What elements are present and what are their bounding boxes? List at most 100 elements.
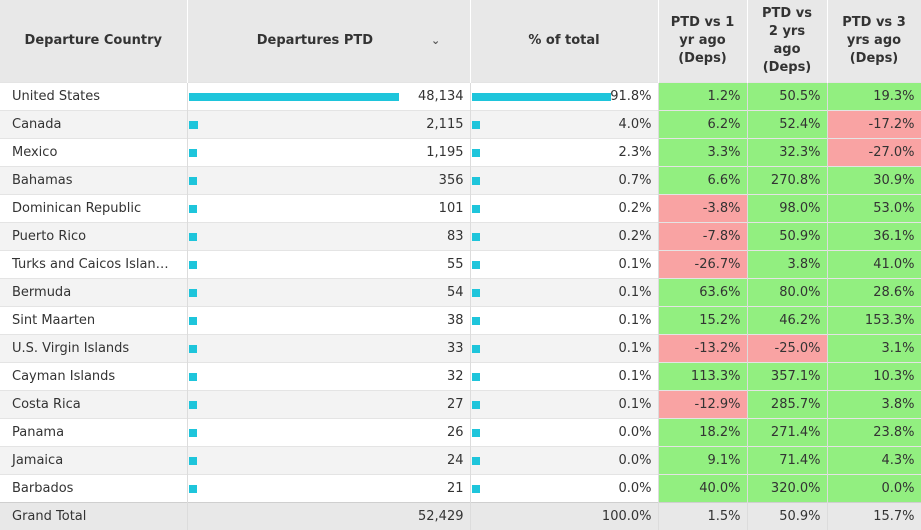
chevron-down-icon[interactable]: ⌄ [431, 32, 440, 50]
pct-bar [472, 121, 480, 129]
column-header-d1-line: yr ago [659, 32, 747, 50]
d3-cell: 19.3% [827, 83, 921, 111]
grand-total-pct: 100.0% [470, 503, 658, 530]
d3-cell: 153.3% [827, 307, 921, 335]
pct-bar [472, 149, 480, 157]
country-cell: Cayman Islands [0, 363, 187, 391]
country-cell: Canada [0, 111, 187, 139]
pct-value: 0.0% [618, 447, 651, 474]
departures-bar [189, 317, 197, 325]
departures-cell: 55 [187, 251, 470, 279]
pct-value: 0.7% [618, 167, 651, 194]
d3-cell: -27.0% [827, 139, 921, 167]
d3-cell: 36.1% [827, 223, 921, 251]
d3-cell: 23.8% [827, 419, 921, 447]
pct-bar [472, 289, 480, 297]
d1-cell: 9.1% [658, 447, 747, 475]
d3-cell: 3.1% [827, 335, 921, 363]
departures-value: 101 [439, 195, 464, 222]
column-header-d2-line: PTD vs [748, 5, 827, 23]
column-header-d3[interactable]: PTD vs 3 yrs ago (Deps) [827, 0, 921, 83]
pct-bar [472, 457, 480, 465]
column-header-pct[interactable]: % of total [470, 0, 658, 83]
country-cell: Barbados [0, 475, 187, 503]
d2-cell: 52.4% [747, 111, 827, 139]
column-header-country[interactable]: Departure Country [0, 0, 187, 83]
pct-value: 0.0% [618, 475, 651, 502]
pct-value: 0.1% [618, 391, 651, 418]
country-cell: U.S. Virgin Islands [0, 335, 187, 363]
country-cell: Mexico [0, 139, 187, 167]
column-header-d1[interactable]: PTD vs 1 yr ago (Deps) [658, 0, 747, 83]
column-header-d2[interactable]: PTD vs 2 yrs ago (Deps) [747, 0, 827, 83]
pct-bar [472, 429, 480, 437]
departures-cell: 27 [187, 391, 470, 419]
departures-value: 38 [447, 307, 464, 334]
country-cell: United States [0, 83, 187, 111]
pct-cell: 0.0% [470, 419, 658, 447]
d1-cell: 15.2% [658, 307, 747, 335]
column-header-d2-line: (Deps) [748, 59, 827, 77]
departures-value: 54 [447, 279, 464, 306]
d2-cell: 271.4% [747, 419, 827, 447]
column-header-departures[interactable]: Departures PTD ⌄ [187, 0, 470, 83]
pct-value: 2.3% [618, 139, 651, 166]
grand-total-d2: 50.9% [747, 503, 827, 530]
d2-cell: 46.2% [747, 307, 827, 335]
d2-cell: 98.0% [747, 195, 827, 223]
d2-cell: 285.7% [747, 391, 827, 419]
departures-bar [189, 121, 198, 129]
d1-cell: 3.3% [658, 139, 747, 167]
column-header-d2-line: ago [748, 41, 827, 59]
departures-cell: 38 [187, 307, 470, 335]
country-cell: Dominican Republic [0, 195, 187, 223]
pct-cell: 0.1% [470, 391, 658, 419]
departures-cell: 83 [187, 223, 470, 251]
departures-value: 21 [447, 475, 464, 502]
d2-cell: -25.0% [747, 335, 827, 363]
pct-cell: 0.1% [470, 307, 658, 335]
departures-cell: 1,195 [187, 139, 470, 167]
departures-cell: 32 [187, 363, 470, 391]
d2-cell: 320.0% [747, 475, 827, 503]
d2-cell: 50.9% [747, 223, 827, 251]
pct-bar [472, 177, 480, 185]
column-header-departures-label: Departures PTD [257, 33, 373, 48]
departures-bar [189, 177, 197, 185]
departures-value: 55 [447, 251, 464, 278]
pct-cell: 0.1% [470, 251, 658, 279]
d2-cell: 32.3% [747, 139, 827, 167]
departures-bar [189, 345, 197, 353]
departures-value: 24 [447, 447, 464, 474]
departures-bar [189, 401, 197, 409]
departures-bar [189, 93, 399, 101]
pct-value: 0.2% [618, 195, 651, 222]
departures-bar [189, 261, 197, 269]
pct-value: 0.2% [618, 223, 651, 250]
d2-cell: 3.8% [747, 251, 827, 279]
departures-cell: 356 [187, 167, 470, 195]
departures-value: 32 [447, 363, 464, 390]
pct-cell: 2.3% [470, 139, 658, 167]
pct-cell: 0.0% [470, 447, 658, 475]
departures-cell: 21 [187, 475, 470, 503]
departures-cell: 24 [187, 447, 470, 475]
column-header-country-label: Departure Country [25, 33, 162, 48]
